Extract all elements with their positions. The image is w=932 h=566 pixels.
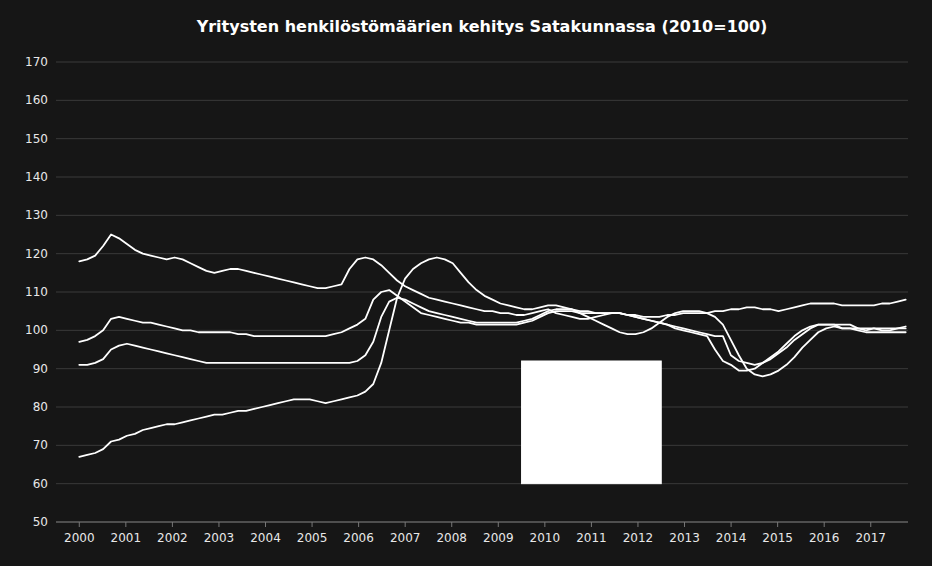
x-tick <box>684 522 685 527</box>
y-tick-label: 90 <box>33 362 48 376</box>
x-tick-label: 2012 <box>623 531 654 545</box>
x-tick <box>405 522 406 527</box>
grid-line <box>56 215 908 216</box>
y-tick-label: 100 <box>25 323 48 337</box>
grid-line <box>56 177 908 178</box>
grid-line <box>56 483 908 484</box>
x-axis-line <box>56 522 908 523</box>
y-axis: 50 60 70 80 90 100 110 120 130 140 150 160 170 <box>25 55 48 529</box>
x-tick-label: 2006 <box>343 531 374 545</box>
y-tick-label: 150 <box>25 132 48 146</box>
grid-line <box>56 253 908 254</box>
x-tick <box>870 522 871 527</box>
x-tick <box>451 522 452 527</box>
series-line <box>79 290 905 365</box>
series-line <box>79 258 905 457</box>
y-tick-label: 70 <box>33 438 48 452</box>
x-tick-label: 2016 <box>809 531 840 545</box>
x-tick-label: 2010 <box>530 531 561 545</box>
x-tick-label: 2000 <box>64 531 95 545</box>
x-tick <box>637 522 638 527</box>
x-tick-label: 2014 <box>716 531 747 545</box>
x-axis: 2000 2001 2002 2003 2004 2005 2006 2007 2008 2009… <box>56 522 908 545</box>
grid-line <box>56 522 908 523</box>
grid-line <box>56 62 908 63</box>
x-tick <box>824 522 825 527</box>
y-tick-label: 80 <box>33 400 48 414</box>
y-tick-label: 130 <box>25 208 48 222</box>
grid <box>56 62 908 522</box>
x-tick-label: 2008 <box>436 531 467 545</box>
x-tick <box>312 522 313 527</box>
grid-line <box>56 407 908 408</box>
y-tick-label: 160 <box>25 93 48 107</box>
x-tick <box>79 522 80 527</box>
x-tick <box>358 522 359 527</box>
y-tick-label: 110 <box>25 285 48 299</box>
x-tick <box>544 522 545 527</box>
x-tick-label: 2011 <box>576 531 607 545</box>
grid-line <box>56 445 908 446</box>
chart: 5060708090100110120130140150160170200020… <box>0 0 932 566</box>
x-tick-label: 2013 <box>669 531 700 545</box>
grid-line <box>56 100 908 101</box>
x-tick <box>265 522 266 527</box>
x-tick <box>731 522 732 527</box>
x-tick-label: 2009 <box>483 531 514 545</box>
rectangle <box>522 361 662 484</box>
y-tick-label: 50 <box>33 515 48 529</box>
x-tick <box>498 522 499 527</box>
x-tick-label: 2005 <box>297 531 328 545</box>
x-tick-label: 2004 <box>250 531 281 545</box>
x-tick-label: 2015 <box>762 531 793 545</box>
y-tick-label: 120 <box>25 247 48 261</box>
background <box>0 0 932 566</box>
title: Yritysten henkilöstömäärien kehitys Sata… <box>196 17 768 36</box>
chart-container: 5060708090100110120130140150160170200020… <box>0 0 932 566</box>
y-tick-label: 140 <box>25 170 48 184</box>
y-tick-label: 170 <box>25 55 48 69</box>
x-tick-label: 2017 <box>855 531 886 545</box>
y-tick-label: 60 <box>33 477 48 491</box>
x-tick-label: 2007 <box>390 531 421 545</box>
x-tick <box>172 522 173 527</box>
x-tick-label: 2002 <box>157 531 188 545</box>
series-line <box>79 298 905 371</box>
x-tick-label: 2003 <box>204 531 235 545</box>
plot-area <box>79 235 905 484</box>
grid-line <box>56 138 908 139</box>
x-tick <box>218 522 219 527</box>
grid-line <box>56 292 908 293</box>
x-tick <box>591 522 592 527</box>
x-tick-label: 2001 <box>111 531 142 545</box>
x-tick <box>125 522 126 527</box>
series-line <box>79 235 905 319</box>
x-tick <box>777 522 778 527</box>
